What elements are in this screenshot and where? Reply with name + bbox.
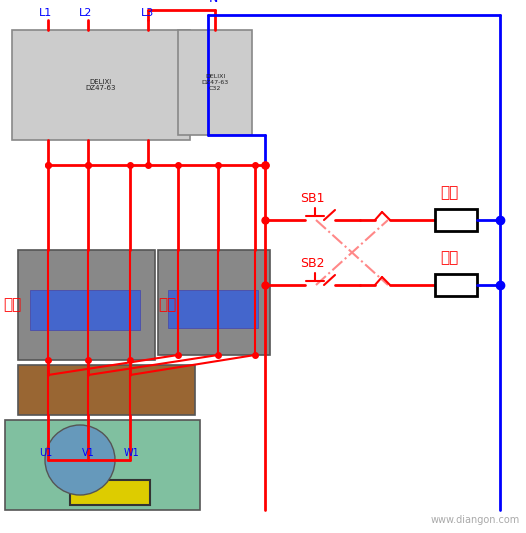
Text: L1: L1 [39, 8, 53, 18]
Text: W1: W1 [124, 448, 140, 458]
Circle shape [45, 425, 115, 495]
Text: V1: V1 [82, 448, 94, 458]
Text: 正转: 正转 [3, 297, 21, 312]
Bar [168, 290, 258, 328]
Text: U1: U1 [39, 448, 53, 458]
Text: SB1: SB1 [300, 192, 325, 205]
Bar [30, 290, 140, 330]
Bar [18, 365, 195, 415]
Text: DELIXI
DZ47-63
C32: DELIXI DZ47-63 C32 [201, 74, 229, 91]
Text: DELIXI
DZ47-63: DELIXI DZ47-63 [86, 78, 116, 92]
Text: 反转: 反转 [158, 297, 176, 312]
Bar [158, 250, 270, 355]
Text: N: N [208, 0, 218, 5]
Bar [18, 250, 155, 360]
Text: L3: L3 [141, 8, 155, 18]
Text: SB2: SB2 [300, 257, 325, 270]
Bar [435, 274, 477, 296]
Text: 正转: 正转 [440, 185, 458, 200]
Text: www.diangon.com: www.diangon.com [431, 515, 520, 525]
Bar [70, 480, 150, 505]
Bar [5, 420, 200, 510]
Bar [12, 30, 190, 140]
Bar [435, 209, 477, 231]
Text: 反转: 反转 [440, 250, 458, 265]
Text: L2: L2 [79, 8, 93, 18]
Bar [178, 30, 252, 135]
